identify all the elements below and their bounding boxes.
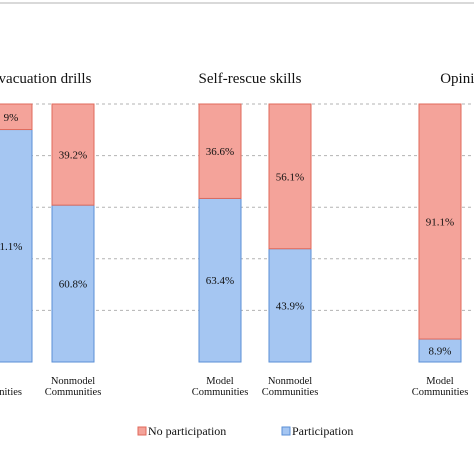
category-label: Nonmodel	[51, 376, 95, 387]
data-label-no-participation: 56.1%	[276, 171, 304, 183]
group-title: Opinion e	[440, 71, 474, 87]
category-label: Communities	[192, 387, 249, 398]
category-label: ommunities	[0, 387, 22, 398]
group-title: Self-rescue skills	[199, 71, 302, 87]
category-label: Communities	[45, 387, 102, 398]
data-label-no-participation: 9%	[4, 112, 19, 124]
group-title: vacuation drills	[0, 71, 92, 87]
data-label-no-participation: 36.6%	[206, 146, 234, 158]
legend-swatch	[137, 426, 147, 436]
bar-no-participation	[418, 103, 462, 340]
bar-no-participation	[268, 103, 312, 250]
data-label-participation: 1.1%	[0, 241, 22, 253]
legend-label: No participation	[148, 424, 226, 438]
legend-swatch	[281, 426, 291, 436]
bar-no-participation	[198, 103, 242, 199]
bar-participation	[198, 197, 242, 363]
legend: No participation Participation	[137, 424, 353, 438]
data-label-participation: 60.8%	[59, 279, 87, 291]
data-label-participation: 63.4%	[206, 275, 234, 287]
category-label: Model	[206, 376, 233, 387]
legend-label: Participation	[292, 424, 353, 438]
data-label-no-participation: 91.1%	[426, 217, 454, 229]
category-label: Communities	[412, 387, 469, 398]
bar-participation	[51, 204, 95, 363]
category-label: Nonmodel	[268, 376, 312, 387]
category-label: Model	[426, 376, 453, 387]
bar-no-participation	[51, 103, 95, 206]
data-label-no-participation: 39.2%	[59, 150, 87, 162]
category-label: Communities	[262, 387, 319, 398]
data-label-participation: 8.9%	[429, 346, 452, 358]
bar-no-participation	[0, 103, 33, 131]
data-label-participation: 43.9%	[276, 300, 304, 312]
bar-participation	[268, 248, 312, 363]
